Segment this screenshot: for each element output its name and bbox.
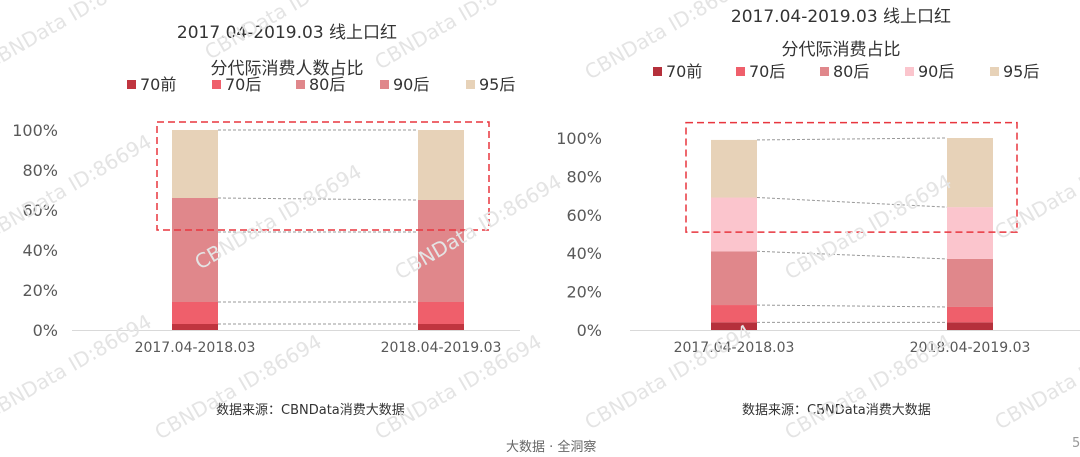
bar-segment: [947, 322, 993, 330]
y-tick-label: 60%: [566, 206, 602, 225]
legend-label: 95后: [1003, 62, 1039, 81]
x-tick-label: 2017.04-2018.03: [674, 340, 795, 356]
bar-segment: [172, 198, 218, 232]
legend-swatch: [653, 67, 662, 76]
bar-segment: [947, 306, 993, 323]
y-tick-label: 100%: [556, 129, 602, 148]
source-note-left: 数据来源：CBNData消费大数据: [216, 403, 405, 418]
legend-swatch: [466, 80, 475, 89]
y-tick-label: 80%: [22, 161, 58, 180]
bar-segment: [418, 324, 464, 330]
bar-segment: [418, 232, 464, 302]
source-note-right: 数据来源：CBNData消费大数据: [742, 403, 931, 418]
bar-segment: [418, 302, 464, 324]
legend-swatch: [127, 80, 136, 89]
footer-tagline: 大数据 · 全洞察: [506, 440, 597, 455]
legend-swatch: [990, 67, 999, 76]
bar-segment: [418, 200, 464, 232]
bar-segment: [172, 324, 218, 330]
x-tick-label: 2018.04-2019.03: [381, 340, 502, 356]
chart-subtitle: 分代际消费人数占比: [211, 59, 364, 79]
bar-segment: [711, 305, 757, 323]
bar-segment: [711, 322, 757, 330]
connector-line: [756, 250, 948, 260]
connector-line: [217, 197, 419, 201]
bar-segment: [172, 302, 218, 324]
y-tick-label: 80%: [566, 167, 602, 186]
legend-swatch: [905, 67, 914, 76]
y-tick-label: 40%: [566, 244, 602, 263]
legend-label: 95后: [479, 75, 515, 94]
legend-label: 90后: [918, 62, 954, 81]
x-tick-label: 2018.04-2019.03: [910, 340, 1031, 356]
connector-line: [756, 137, 948, 141]
y-tick-label: 20%: [566, 283, 602, 302]
legend-label: 70前: [140, 75, 176, 94]
bar-segment: [947, 138, 993, 208]
chart-title: 2017.04-2019.03 线上口红: [731, 7, 951, 27]
y-tick-label: 100%: [12, 121, 58, 140]
y-tick-label: 0%: [577, 321, 602, 340]
connector-line: [756, 197, 948, 208]
y-tick-label: 0%: [33, 321, 58, 340]
bar-segment: [172, 130, 218, 198]
legend-label: 80后: [309, 75, 345, 94]
bar-segment: [711, 139, 757, 198]
legend-label: 70前: [666, 62, 702, 81]
chart-title: 2017.04-2019.03 线上口红: [177, 23, 397, 43]
legend-swatch: [296, 80, 305, 89]
highlight-box: [685, 121, 1018, 233]
highlight-box: [156, 121, 490, 231]
page-number: 5: [1072, 436, 1080, 451]
legend-label: 80后: [833, 62, 869, 81]
x-tick-label: 2017.04-2018.03: [135, 340, 256, 356]
legend-label: 70后: [749, 62, 785, 81]
chart-subtitle: 分代际消费占比: [782, 40, 901, 60]
y-tick-label: 60%: [22, 201, 58, 220]
bar-segment: [418, 130, 464, 200]
legend-swatch: [380, 80, 389, 89]
bar-segment: [172, 232, 218, 302]
bar-segment: [711, 197, 757, 252]
legend-swatch: [736, 67, 745, 76]
legend-swatch: [820, 67, 829, 76]
legend-label: 90后: [393, 75, 429, 94]
bar-segment: [711, 251, 757, 306]
y-tick-label: 20%: [22, 281, 58, 300]
legend-label: 70后: [225, 75, 261, 94]
connector-line: [756, 304, 948, 308]
y-tick-label: 40%: [22, 241, 58, 260]
bar-segment: [947, 207, 993, 259]
bar-segment: [947, 258, 993, 307]
legend-swatch: [212, 80, 221, 89]
